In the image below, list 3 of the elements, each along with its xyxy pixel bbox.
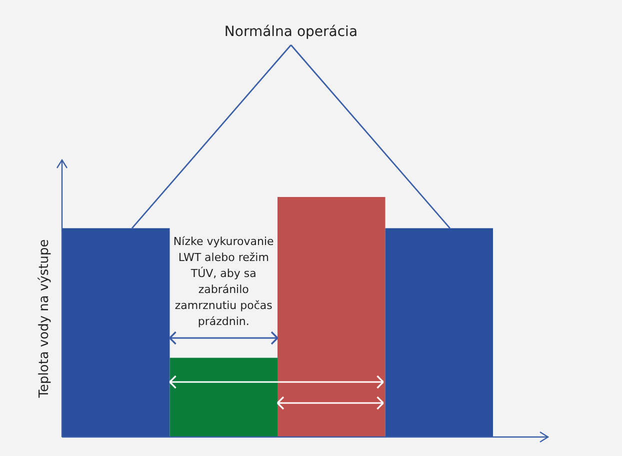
- annotation: Nízke vykurovanie LWT alebo režim TÚV, aby sa zabránilo zamrznutiu počas prázdnin.: [173, 235, 274, 328]
- text: Normálna operácia: [224, 24, 358, 40]
- y-axis-title: Teplota vody na výstupe: [37, 239, 52, 399]
